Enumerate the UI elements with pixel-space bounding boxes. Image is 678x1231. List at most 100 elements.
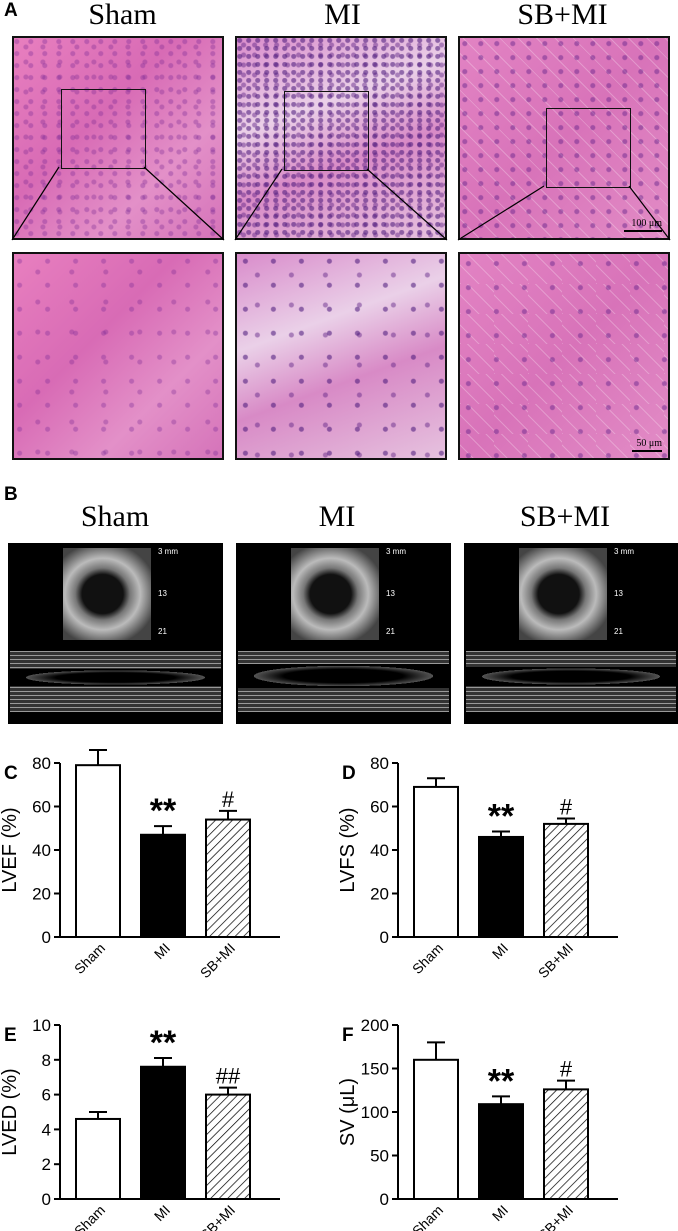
- depth-label: 13: [386, 589, 395, 598]
- bar-mi: [478, 1103, 524, 1201]
- y-tick-label: 80: [32, 754, 51, 773]
- panel-label-e: E: [4, 1025, 17, 1046]
- y-axis-label: LVED (%): [0, 1068, 21, 1155]
- echo-title-mi: MI: [318, 500, 356, 533]
- x-tick-label: MI: [151, 1202, 173, 1224]
- significance-label: **: [150, 792, 177, 830]
- significance-label: ##: [216, 1064, 241, 1089]
- x-tick-label: MI: [489, 1202, 511, 1224]
- y-tick-label: 6: [42, 1086, 51, 1105]
- panel-label-c: C: [4, 763, 18, 784]
- depth-label: 21: [386, 627, 395, 636]
- echo-bmode: [63, 548, 151, 640]
- x-tick-label: Sham: [409, 1202, 446, 1231]
- bar-sbmi: [543, 1088, 589, 1201]
- histology-title-sham: Sham: [88, 0, 157, 31]
- y-tick-label: 100: [361, 1103, 389, 1122]
- bar-mi: [140, 1065, 186, 1201]
- echo-bmode: [519, 548, 607, 640]
- depth-label: 13: [614, 589, 623, 598]
- panel-label-f: F: [342, 1025, 354, 1046]
- panel-label-a: A: [4, 0, 18, 21]
- y-tick-label: 40: [370, 841, 389, 860]
- x-tick-label: SB+MI: [535, 1202, 576, 1231]
- y-tick-label: 4: [42, 1120, 51, 1139]
- histology-title-sbmi: SB+MI: [517, 0, 608, 31]
- zoom-region-box: [284, 91, 369, 171]
- y-tick-label: 20: [370, 885, 389, 904]
- y-axis-label: LVEF (%): [0, 807, 21, 892]
- significance-label: #: [222, 787, 235, 812]
- y-tick-label: 0: [42, 1190, 51, 1209]
- y-tick-label: 150: [361, 1060, 389, 1079]
- y-tick-label: 40: [32, 841, 51, 860]
- y-tick-label: 10: [32, 1016, 51, 1035]
- significance-label: **: [488, 1062, 515, 1100]
- y-tick-label: 0: [380, 928, 389, 947]
- y-tick-label: 60: [32, 798, 51, 817]
- y-tick-label: 50: [370, 1147, 389, 1166]
- x-tick-label: SB+MI: [197, 940, 238, 981]
- zoom-region-box: [61, 89, 146, 169]
- bar-sham: [413, 785, 459, 938]
- bar-sham: [75, 1117, 121, 1200]
- echo-image-sham: 3 mm 13 21: [8, 543, 223, 724]
- significance-label: #: [560, 1057, 573, 1082]
- histology-mi-high-mag: [235, 252, 447, 460]
- depth-label: 21: [614, 627, 623, 636]
- x-tick-label: Sham: [71, 1202, 108, 1231]
- histology-title-mi: MI: [324, 0, 361, 31]
- significance-label: #: [560, 794, 573, 819]
- depth-label: 3 mm: [386, 547, 406, 556]
- y-tick-label: 60: [370, 798, 389, 817]
- y-tick-label: 80: [370, 754, 389, 773]
- histology-mi-low-mag: [235, 36, 447, 240]
- histology-sham-low-mag: [12, 36, 224, 240]
- echo-mmode: [238, 651, 449, 712]
- scale-bar-50um: 50 μm: [632, 438, 662, 452]
- depth-label: 21: [158, 627, 167, 636]
- echo-mmode: [10, 651, 221, 712]
- echo-title-sbmi: SB+MI: [519, 500, 611, 533]
- y-tick-label: 0: [380, 1190, 389, 1209]
- significance-label: **: [488, 798, 515, 836]
- bar-sbmi: [543, 822, 589, 939]
- x-tick-label: Sham: [409, 940, 446, 977]
- echo-bmode: [291, 548, 379, 640]
- bar-sham: [75, 764, 121, 938]
- bar-sbmi: [205, 818, 251, 938]
- x-tick-label: MI: [151, 940, 173, 962]
- histology-sbmi-high-mag: 50 μm: [458, 252, 670, 460]
- y-tick-label: 200: [361, 1016, 389, 1035]
- y-tick-label: 8: [42, 1051, 51, 1070]
- echo-image-sbmi: 3 mm 13 21: [464, 543, 678, 724]
- echo-mmode: [466, 651, 676, 712]
- bar-sbmi: [205, 1093, 251, 1200]
- echo-title-sham: Sham: [80, 500, 150, 533]
- x-tick-label: SB+MI: [197, 1202, 238, 1231]
- x-tick-label: MI: [489, 940, 511, 962]
- echo-image-mi: 3 mm 13 21: [236, 543, 451, 724]
- panel-label-d: D: [342, 763, 356, 784]
- depth-label: 13: [158, 589, 167, 598]
- zoom-projection-lines: [11, 166, 671, 241]
- depth-label: 3 mm: [614, 547, 634, 556]
- x-tick-label: Sham: [71, 940, 108, 977]
- significance-label: **: [150, 1024, 177, 1062]
- bar-sham: [413, 1058, 459, 1201]
- histology-sham-high-mag: [12, 252, 224, 460]
- x-tick-label: SB+MI: [535, 940, 576, 981]
- panel-label-b: B: [4, 484, 18, 505]
- y-axis-label: SV (μL): [337, 1078, 359, 1146]
- bar-mi: [478, 835, 524, 939]
- zoom-region-box: [546, 108, 631, 188]
- scale-bar-100um: 100 μm: [624, 218, 662, 232]
- bar-mi: [140, 833, 186, 939]
- y-tick-label: 0: [42, 928, 51, 947]
- y-tick-label: 2: [42, 1155, 51, 1174]
- y-tick-label: 20: [32, 885, 51, 904]
- depth-label: 3 mm: [158, 547, 178, 556]
- y-axis-label: LVFS (%): [337, 807, 359, 892]
- histology-sbmi-low-mag: 100 μm: [458, 36, 670, 240]
